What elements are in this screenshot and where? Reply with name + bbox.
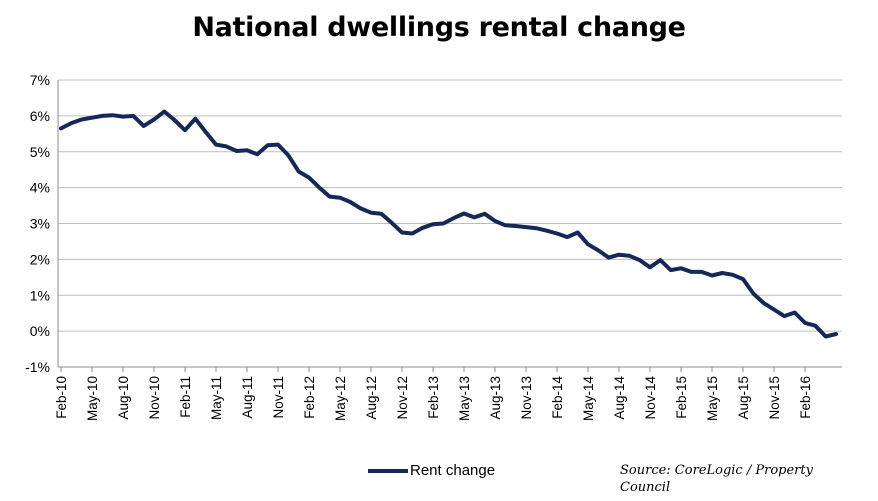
series-line-rent-change — [59, 109, 838, 339]
y-tick-label: 4% — [30, 180, 50, 196]
legend: Rent change — [368, 462, 495, 479]
x-tick-label: Nov-12 — [395, 376, 410, 420]
y-tick-label: 6% — [30, 108, 50, 124]
axes — [57, 80, 842, 368]
x-tick-label: Aug-14 — [612, 376, 627, 420]
x-tick-label: Feb-14 — [550, 376, 565, 419]
x-axis-ticks: Feb-10 May-10 Aug-10 Nov-10 Feb-11 May-11 Aug-… — [54, 367, 813, 421]
x-tick-label: Feb-11 — [178, 376, 193, 418]
x-tick-label: Feb-16 — [798, 376, 813, 419]
x-tick-label: Nov-11 — [271, 376, 286, 419]
y-axis-ticks: -1% 0% 1% 2% 3% 4% 5% 6% 7% — [25, 72, 50, 375]
x-tick-label: May-10 — [85, 376, 100, 421]
x-tick-label: Feb-12 — [302, 376, 317, 419]
x-tick-label: May-14 — [581, 376, 596, 422]
series-lines — [59, 109, 838, 339]
x-tick-label: Nov-15 — [767, 376, 782, 420]
y-tick-label: 5% — [30, 144, 50, 160]
chart-title: National dwellings rental change — [192, 12, 686, 43]
x-tick-label: May-11 — [209, 376, 224, 420]
x-tick-label: Aug-10 — [116, 376, 131, 420]
legend-swatch — [368, 468, 408, 473]
source-note: Source: CoreLogic / Property Council — [620, 463, 813, 495]
y-tick-label: 1% — [30, 287, 50, 303]
x-tick-label: Aug-11 — [240, 376, 255, 419]
y-tick-label: 0% — [30, 323, 50, 339]
y-tick-label: 3% — [30, 216, 50, 232]
x-tick-label: Nov-10 — [147, 376, 162, 420]
legend-label: Rent change — [410, 462, 496, 479]
x-tick-label: Feb-15 — [674, 376, 689, 419]
x-tick-label: May-15 — [705, 376, 720, 421]
x-tick-label: Feb-10 — [54, 376, 69, 419]
x-tick-label: Nov-14 — [643, 376, 658, 420]
x-tick-label: Aug-12 — [364, 376, 379, 420]
y-tick-label: 7% — [30, 72, 50, 88]
y-tick-label: -1% — [25, 359, 50, 375]
x-tick-label: Feb-13 — [426, 376, 441, 419]
x-tick-label: May-12 — [333, 376, 348, 421]
x-tick-label: Aug-15 — [736, 376, 751, 420]
y-tick-label: 2% — [30, 251, 50, 267]
x-tick-label: Nov-13 — [519, 376, 534, 420]
x-tick-label: Aug-13 — [488, 376, 503, 420]
x-tick-label: May-13 — [457, 376, 472, 421]
